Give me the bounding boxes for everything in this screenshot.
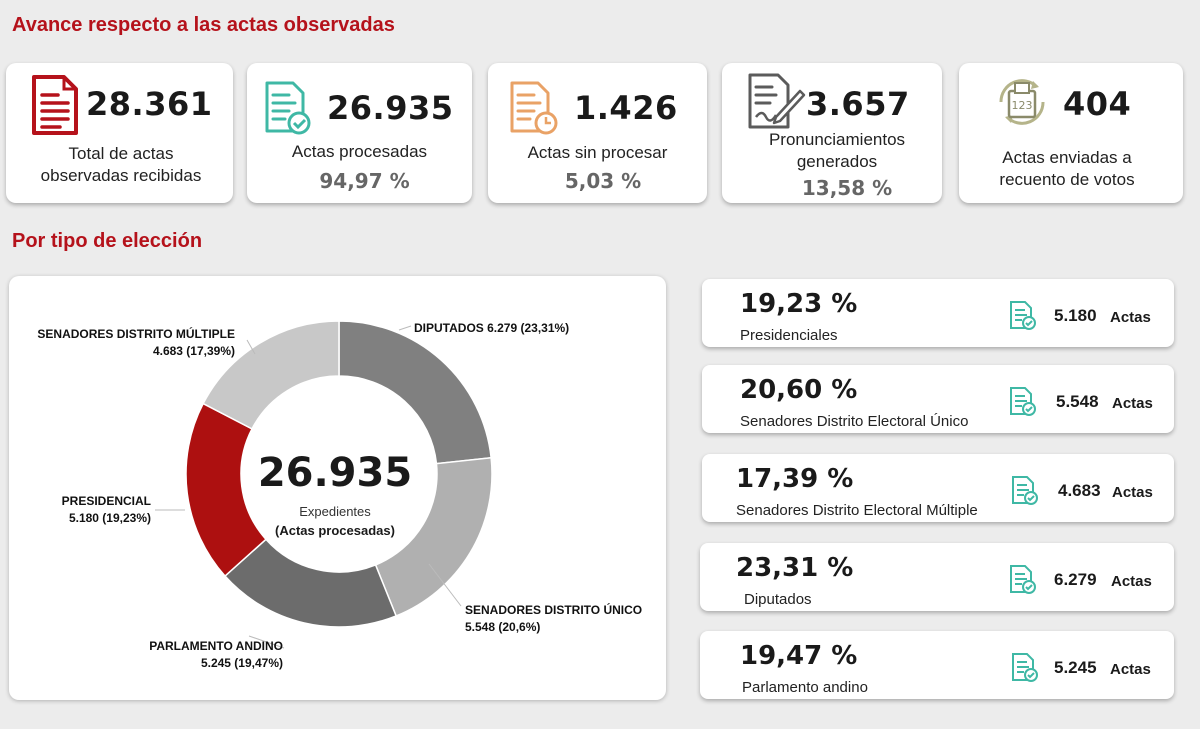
callout-parlamento-andino: PARLAMENTO ANDINO 5.245 (19,47%) — [139, 638, 283, 672]
kpi-card-unprocessed: 1.426 Actas sin procesar 5,03 % — [488, 63, 707, 203]
stat-percent: 20,60 % — [740, 375, 858, 405]
document-check-icon — [263, 79, 311, 140]
kpi-card-recount: 123 404 Actas enviadas a recuento de vot… — [959, 63, 1183, 203]
kpi-card-pronouncements: 3.657 Pronunciamientos generados 13,58 % — [722, 63, 942, 203]
stat-unit: Actas — [1110, 309, 1151, 326]
stat-unit: Actas — [1110, 661, 1151, 678]
callout-presidencial: PRESIDENCIAL 5.180 (19,23%) — [51, 493, 151, 527]
stat-count: 5.180 — [1054, 306, 1097, 325]
callout-senadores-unico: SENADORES DISTRITO ÚNICO 5.548 (20,6%) — [465, 602, 642, 636]
stat-percent: 19,23 % — [740, 289, 858, 319]
callout-name: SENADORES DISTRITO MÚLTIPLE — [37, 327, 235, 341]
kpi-percent: 5,03 % — [564, 169, 642, 193]
leader-line — [246, 339, 256, 355]
document-check-icon — [1008, 386, 1036, 421]
document-stack-icon — [28, 73, 80, 142]
stat-count: 5.548 — [1056, 392, 1099, 411]
kpi-percent: 94,97 % — [319, 169, 410, 193]
kpi-value: 28.361 — [86, 85, 213, 123]
callout-name: SENADORES DISTRITO ÚNICO — [465, 603, 643, 617]
callout-detail: 4.683 (17,39%) — [152, 344, 235, 358]
donut-chart-card: DIPUTADOS 6.279 (23,31%) SENADORES DISTR… — [9, 276, 666, 700]
slice-diputados[interactable] — [338, 320, 492, 465]
stat-unit: Actas — [1112, 395, 1153, 412]
callout-name: PRESIDENCIAL — [61, 494, 151, 508]
stat-percent: 17,39 % — [736, 464, 854, 494]
stat-name: Senadores Distrito Electoral Múltiple — [736, 502, 978, 519]
donut-center-sublabel: (Actas procesadas) — [275, 523, 395, 538]
kpi-card-processed: 26.935 Actas procesadas 94,97 % — [247, 63, 472, 203]
stat-count: 5.245 — [1054, 658, 1097, 677]
callout-diputados: DIPUTADOS 6.279 (23,31%) — [414, 320, 569, 337]
kpi-label: Total de actas observadas recibidas — [40, 144, 202, 185]
leader-line — [248, 635, 285, 649]
callout-name: DIPUTADOS — [414, 321, 484, 335]
stat-count: 4.683 — [1058, 481, 1101, 500]
donut-center-value: 26.935 — [257, 450, 413, 496]
stat-name: Senadores Distrito Electoral Único — [740, 413, 969, 430]
document-check-icon — [1008, 300, 1036, 335]
document-check-icon — [1010, 652, 1038, 687]
document-check-icon — [1010, 475, 1038, 510]
stat-percent: 23,31 % — [736, 553, 854, 583]
stat-percent: 19,47 % — [740, 641, 858, 671]
stat-unit: Actas — [1111, 573, 1152, 590]
kpi-value: 1.426 — [574, 89, 678, 127]
document-clock-icon — [508, 79, 560, 140]
kpi-value: 3.657 — [806, 85, 910, 123]
stat-card-senadores-unico: 20,60 % Senadores Distrito Electoral Úni… — [702, 365, 1174, 433]
kpi-percent: 13,58 % — [801, 176, 893, 200]
stat-count: 6.279 — [1054, 570, 1097, 589]
donut-center-label: Expedientes — [299, 504, 371, 519]
callout-detail: 6.279 (23,31%) — [487, 321, 570, 335]
document-check-icon — [1008, 564, 1036, 599]
stat-card-parlamento-andino: 19,47 % Parlamento andino 5.245 Actas — [700, 631, 1174, 699]
kpi-label: Pronunciamientos generados — [768, 130, 906, 171]
kpi-value: 26.935 — [327, 89, 454, 127]
kpi-label: Actas sin procesar — [527, 143, 668, 162]
callout-name: PARLAMENTO ANDINO — [149, 639, 283, 653]
section-title-by-type: Por tipo de elección — [12, 230, 203, 252]
stat-name: Presidenciales — [740, 327, 838, 344]
leader-line — [428, 563, 462, 607]
kpi-label: Actas enviadas a recuento de votos — [999, 148, 1135, 189]
kpi-value: 404 — [1063, 85, 1132, 123]
stat-card-diputados: 23,31 % Diputados 6.279 Actas — [700, 543, 1174, 611]
donut-chart — [155, 320, 493, 649]
section-title-progress: Avance respecto a las actas observadas — [12, 14, 395, 36]
callout-detail: 5.548 (20,6%) — [465, 620, 541, 634]
leader-line — [398, 325, 412, 331]
kpi-label: Actas procesadas — [291, 142, 428, 161]
stat-name: Parlamento andino — [742, 679, 868, 696]
stat-card-senadores-multiple: 17,39 % Senadores Distrito Electoral Múl… — [702, 454, 1174, 522]
slice-senadores-multiple[interactable] — [202, 320, 340, 430]
stat-unit: Actas — [1112, 484, 1153, 501]
kpi-card-total-received: 28.361 Total de actas observadas recibid… — [6, 63, 233, 203]
callout-detail: 5.180 (19,23%) — [68, 511, 151, 525]
stat-name: Diputados — [744, 591, 812, 608]
svg-text:123: 123 — [1012, 99, 1033, 112]
callout-senadores-multiple: SENADORES DISTRITO MÚLTIPLE 4.683 (17,39… — [31, 326, 235, 360]
callout-detail: 5.245 (19,47%) — [200, 656, 283, 670]
ballot-box-recount-icon: 123 — [989, 69, 1055, 140]
stat-card-presidenciales: 19,23 % Presidenciales 5.180 Actas — [702, 279, 1174, 347]
document-signature-icon — [746, 71, 806, 136]
